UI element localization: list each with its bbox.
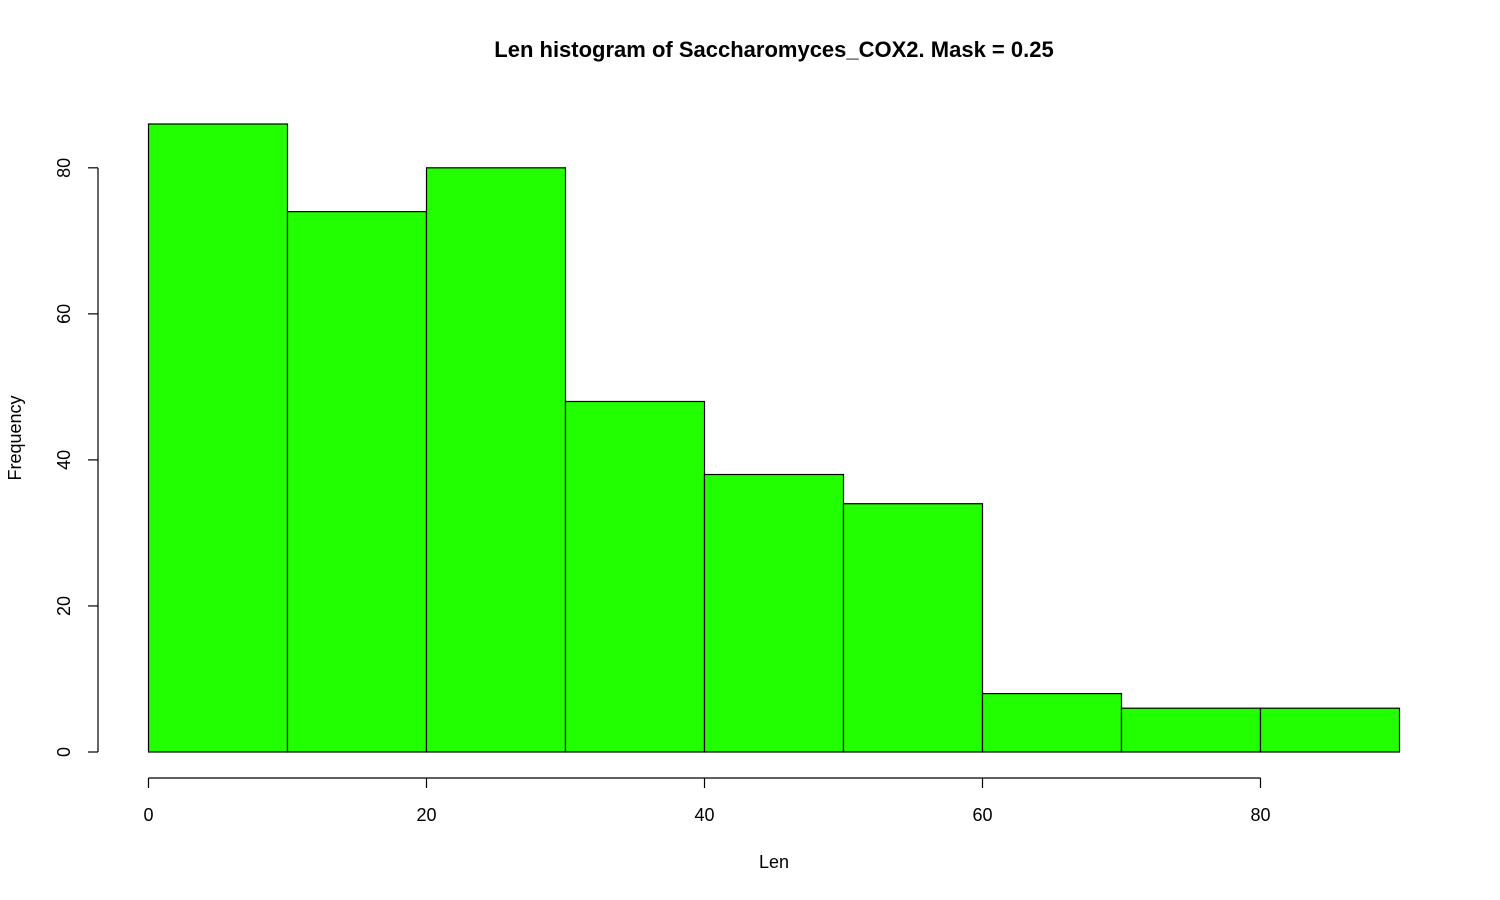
histogram-bar-50-60 xyxy=(842,503,984,753)
x-tick-label-80: 80 xyxy=(1250,805,1270,825)
histogram-bar-60-70 xyxy=(981,692,1123,753)
histogram-bar-0-10 xyxy=(147,123,289,753)
bars-group xyxy=(147,123,1401,753)
x-tick-label-40: 40 xyxy=(694,805,714,825)
y-tick-label-40: 40 xyxy=(54,450,74,470)
x-axis: 0 20 40 60 80 xyxy=(143,777,1271,825)
y-axis-label: Frequency xyxy=(5,395,25,480)
chart-title: Len histogram of Saccharomyces_COX2. Mas… xyxy=(494,37,1053,62)
x-tick-label-60: 60 xyxy=(972,805,992,825)
histogram-bar-70-80 xyxy=(1120,707,1262,753)
y-tick-label-80: 80 xyxy=(54,158,74,178)
x-tick-label-20: 20 xyxy=(416,805,436,825)
histogram-bar-20-30 xyxy=(425,167,567,753)
histogram-bar-10-20 xyxy=(286,211,428,753)
histogram-bar-30-40 xyxy=(564,400,706,753)
x-axis-label: Len xyxy=(759,852,789,872)
histogram-bar-80-90 xyxy=(1259,707,1401,753)
x-tick-label-0: 0 xyxy=(143,805,153,825)
y-axis: 0 20 40 60 80 xyxy=(54,158,99,757)
y-tick-label-0: 0 xyxy=(54,747,74,757)
histogram-bar-40-50 xyxy=(703,473,845,753)
y-tick-label-60: 60 xyxy=(54,304,74,324)
y-tick-label-20: 20 xyxy=(54,596,74,616)
